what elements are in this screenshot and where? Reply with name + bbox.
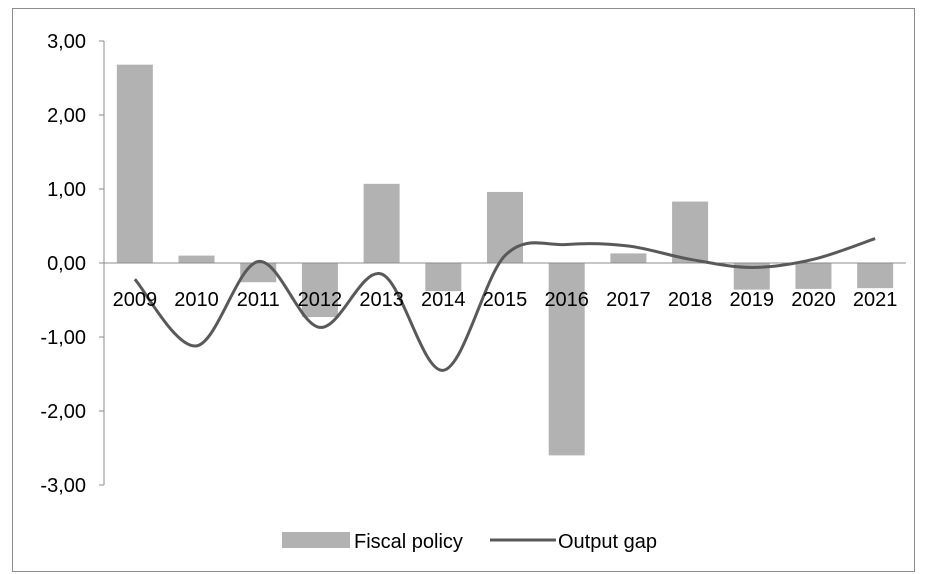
legend-swatch-fiscal-policy (282, 532, 350, 548)
y-tick-label: 2,00 (47, 105, 86, 127)
y-tick-label: 0,00 (47, 253, 86, 275)
bar-fiscal-policy (116, 64, 153, 264)
x-tick-label: 2009 (113, 289, 158, 311)
y-tick-label: 1,00 (47, 179, 86, 201)
x-tick-label: 2018 (668, 289, 713, 311)
bar-fiscal-policy (178, 255, 215, 263)
x-tick-label: 2012 (298, 289, 343, 311)
y-tick-label: 3,00 (47, 31, 86, 53)
bar-fiscal-policy (363, 183, 400, 263)
bar-fiscal-policy (425, 263, 462, 292)
x-tick-label: 2020 (791, 289, 836, 311)
x-tick-labels: 2009 2010 2011 2012 2013 2014 2015 2016 2017 2018… (113, 289, 898, 311)
bar-fiscal-policy (487, 191, 523, 263)
line-layer (133, 237, 876, 372)
ticks-layer: 3,00 2,00 1,00 0,00 -1,00 -2,00 -3,00 (40, 31, 104, 497)
bar-fiscal-policy (301, 263, 338, 318)
bar-fiscal-policy (610, 253, 647, 263)
x-tick-label: 2015 (483, 289, 528, 311)
bar-fiscal-policy (548, 263, 585, 456)
x-tick-label: 2011 (237, 289, 280, 311)
x-tick-label: 2014 (421, 289, 466, 311)
legend-label-output-gap: Output gap (558, 531, 657, 553)
bar-fiscal-policy (795, 263, 832, 289)
axes-layer (103, 41, 906, 485)
y-tick-label: -3,00 (40, 475, 86, 497)
x-tick-label: 2019 (730, 289, 775, 311)
x-tick-label: 2021 (853, 289, 898, 311)
bars-layer (116, 64, 894, 456)
x-tick-label: 2017 (606, 289, 651, 311)
bar-fiscal-policy (672, 201, 709, 263)
legend-label-fiscal-policy: Fiscal policy (354, 531, 463, 553)
bar-fiscal-policy (857, 263, 894, 289)
y-tick-label: -1,00 (40, 327, 86, 349)
line-output-gap (133, 237, 876, 372)
chart-area (12, 8, 915, 572)
x-tick-label: 2010 (174, 289, 219, 311)
y-tick-label: -2,00 (40, 401, 86, 423)
x-tick-label: 2013 (359, 289, 404, 311)
legend: Fiscal policy Output gap (282, 531, 657, 553)
x-tick-label: 2016 (544, 289, 589, 311)
